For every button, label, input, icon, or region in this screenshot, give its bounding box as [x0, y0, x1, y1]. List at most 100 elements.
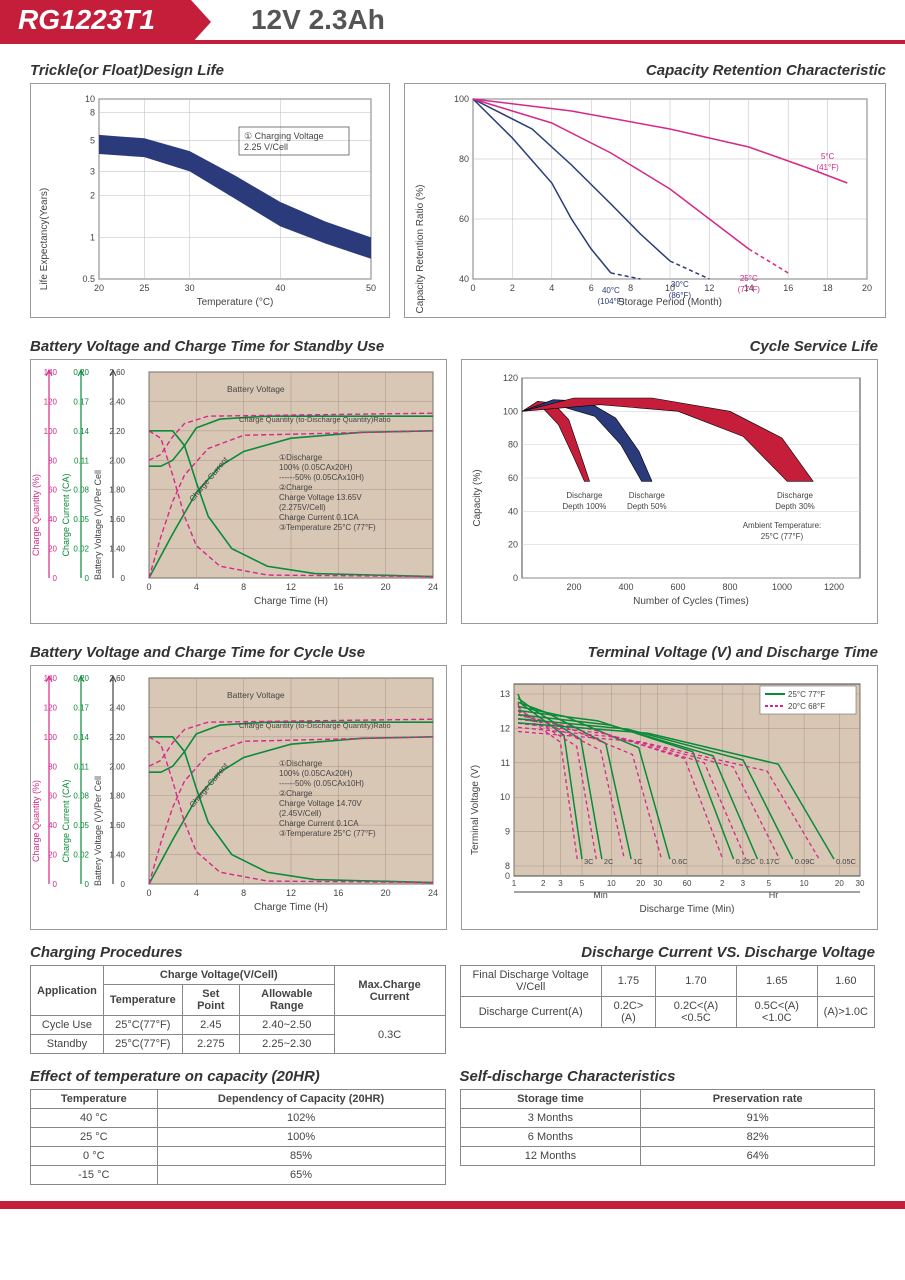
svg-text:Charge Quantity (to-Discharge: Charge Quantity (to-Discharge Quantity)R… [239, 415, 391, 424]
table1-wrap: Charging Procedures ApplicationCharge Vo… [30, 944, 446, 1054]
svg-text:2: 2 [90, 191, 95, 201]
svg-text:2.00: 2.00 [109, 762, 125, 771]
svg-text:1.40: 1.40 [109, 851, 125, 860]
svg-text:16: 16 [333, 888, 343, 898]
svg-text:40: 40 [459, 274, 469, 284]
svg-text:12: 12 [286, 888, 296, 898]
svg-text:24: 24 [428, 582, 438, 592]
svg-text:6: 6 [589, 283, 594, 293]
svg-text:(2.45V/Cell): (2.45V/Cell) [279, 809, 322, 818]
svg-text:5: 5 [90, 136, 95, 146]
svg-text:11: 11 [501, 758, 510, 768]
svg-text:20: 20 [94, 283, 104, 293]
svg-text:100% (0.05CAx20H): 100% (0.05CAx20H) [279, 769, 353, 778]
chart1-title: Trickle(or Float)Design Life [30, 62, 390, 79]
svg-text:1: 1 [512, 879, 517, 888]
charging-procedures-table: ApplicationCharge Voltage(V/Cell)Max.Cha… [30, 965, 446, 1054]
svg-text:30: 30 [653, 879, 662, 888]
svg-text:20°C 68°F: 20°C 68°F [788, 702, 825, 711]
svg-text:400: 400 [618, 582, 633, 592]
svg-text:0: 0 [121, 880, 126, 889]
svg-text:Temperature (°C): Temperature (°C) [197, 297, 274, 308]
svg-text:Battery Voltage: Battery Voltage [227, 384, 285, 394]
svg-text:Terminal Voltage (V): Terminal Voltage (V) [470, 765, 481, 855]
svg-text:12: 12 [286, 582, 296, 592]
svg-text:10: 10 [85, 94, 95, 104]
svg-text:20: 20 [381, 582, 391, 592]
svg-text:60: 60 [508, 473, 518, 483]
svg-text:10: 10 [800, 879, 809, 888]
svg-text:16: 16 [333, 582, 343, 592]
svg-text:------50% (0.05CAx10H): ------50% (0.05CAx10H) [279, 779, 364, 788]
svg-text:2.40: 2.40 [109, 703, 125, 712]
svg-text:18: 18 [823, 283, 833, 293]
svg-text:Capacity (%): Capacity (%) [472, 469, 483, 526]
svg-text:0.17C: 0.17C [760, 857, 781, 866]
svg-text:1000: 1000 [772, 582, 792, 592]
svg-text:3: 3 [741, 879, 746, 888]
svg-text:120: 120 [44, 703, 58, 712]
svg-text:120: 120 [503, 373, 518, 383]
svg-text:5: 5 [767, 879, 772, 888]
chart4-panel: 02040608010012020040060080010001200Disch… [461, 359, 878, 624]
svg-text:8: 8 [90, 107, 95, 117]
svg-text:20: 20 [508, 540, 518, 550]
svg-text:60: 60 [683, 879, 692, 888]
svg-text:24: 24 [428, 888, 438, 898]
svg-text:Battery Voltage (V)/Per Cell: Battery Voltage (V)/Per Cell [93, 776, 103, 886]
svg-text:Charge Voltage 13.65V: Charge Voltage 13.65V [279, 493, 362, 502]
chart1-panel: 0.512358102025304050① Charging Voltage2.… [30, 83, 390, 318]
svg-text:③Temperature 25°C (77°F): ③Temperature 25°C (77°F) [279, 829, 376, 838]
svg-text:8: 8 [241, 888, 246, 898]
svg-text:1.60: 1.60 [109, 821, 125, 830]
svg-text:3: 3 [558, 879, 563, 888]
svg-text:1: 1 [90, 232, 95, 242]
svg-text:0: 0 [121, 574, 126, 583]
svg-text:30: 30 [856, 879, 865, 888]
svg-text:50: 50 [366, 283, 376, 293]
svg-text:Charge Time (H): Charge Time (H) [254, 596, 328, 607]
svg-text:(2.275V/Cell): (2.275V/Cell) [279, 503, 326, 512]
svg-text:Charge Current 0.1CA: Charge Current 0.1CA [279, 513, 359, 522]
table4-title: Self-discharge Characteristics [460, 1068, 876, 1085]
chart6-title: Terminal Voltage (V) and Discharge Time [461, 644, 878, 661]
svg-text:1200: 1200 [824, 582, 844, 592]
svg-text:20: 20 [381, 888, 391, 898]
svg-text:0: 0 [470, 283, 475, 293]
svg-text:40: 40 [275, 283, 285, 293]
svg-text:3C: 3C [584, 857, 594, 866]
svg-text:25°C 77°F: 25°C 77°F [788, 690, 825, 699]
svg-text:0: 0 [85, 574, 90, 583]
svg-text:60: 60 [459, 214, 469, 224]
table3-title: Effect of temperature on capacity (20HR) [30, 1068, 446, 1085]
svg-text:Battery Voltage (V)/Per Cell: Battery Voltage (V)/Per Cell [93, 470, 103, 580]
svg-text:100: 100 [503, 406, 518, 416]
model-number: RG1223T1 [0, 0, 191, 40]
svg-text:12: 12 [500, 723, 510, 733]
svg-text:Charge Current (CA): Charge Current (CA) [61, 779, 71, 862]
svg-text:3: 3 [90, 166, 95, 176]
table4-wrap: Self-discharge Characteristics Storage t… [460, 1068, 876, 1185]
svg-text:②Charge: ②Charge [279, 483, 313, 492]
svg-text:Life Expectancy(Years): Life Expectancy(Years) [39, 188, 50, 290]
svg-text:------50% (0.05CAx10H): ------50% (0.05CAx10H) [279, 473, 364, 482]
svg-text:0.05C: 0.05C [836, 857, 857, 866]
svg-text:20: 20 [636, 879, 645, 888]
svg-text:Charge Voltage 14.70V: Charge Voltage 14.70V [279, 799, 362, 808]
chart3-panel: 02040608010012014000.020.050.080.110.140… [30, 359, 447, 624]
chart3-title: Battery Voltage and Charge Time for Stan… [30, 338, 447, 355]
table3-wrap: Effect of temperature on capacity (20HR)… [30, 1068, 446, 1185]
svg-text:200: 200 [566, 582, 581, 592]
svg-text:0.6C: 0.6C [672, 857, 688, 866]
svg-text:①Discharge: ①Discharge [279, 453, 323, 462]
svg-text:2: 2 [541, 879, 546, 888]
svg-text:0: 0 [85, 880, 90, 889]
svg-text:2.20: 2.20 [109, 733, 125, 742]
svg-text:0: 0 [146, 582, 151, 592]
svg-text:4: 4 [549, 283, 554, 293]
chart5-panel: 02040608010012014000.020.050.080.110.140… [30, 665, 447, 930]
svg-text:8: 8 [628, 283, 633, 293]
svg-text:1.60: 1.60 [109, 515, 125, 524]
chart2-title: Capacity Retention Characteristic [404, 62, 886, 79]
svg-text:2: 2 [510, 283, 515, 293]
